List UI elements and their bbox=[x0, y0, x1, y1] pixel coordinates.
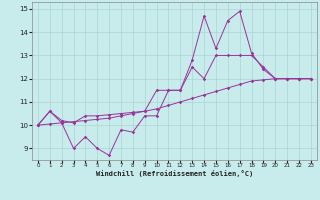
X-axis label: Windchill (Refroidissement éolien,°C): Windchill (Refroidissement éolien,°C) bbox=[96, 170, 253, 177]
